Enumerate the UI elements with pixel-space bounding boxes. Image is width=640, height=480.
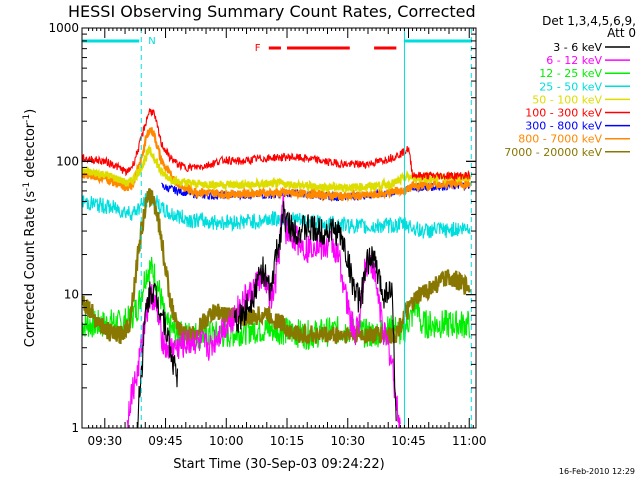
series-line-7-a — [82, 127, 471, 203]
x-tick-label: 09:45 — [148, 434, 183, 448]
y-tick-label: 10 — [64, 288, 79, 302]
legend-item: 50 - 100 keV — [532, 93, 630, 106]
plot-clip-group — [82, 108, 471, 428]
y-axis-label: Corrected Count Rate (s-1 detector-1) — [22, 109, 38, 347]
legend-item: 25 - 50 keV — [539, 80, 630, 93]
detectors-label: Det 1,3,4,5,6,9, — [542, 14, 636, 28]
legend-item: 800 - 7000 keV — [518, 133, 630, 146]
legend-item: 300 - 800 keV — [525, 120, 630, 133]
x-tick-label: 09:30 — [88, 434, 123, 448]
legend-label: 800 - 7000 keV — [518, 133, 602, 146]
y-tick-label: 100 — [56, 154, 79, 168]
flare-label: F — [255, 43, 261, 54]
legend-label: 100 - 300 keV — [525, 107, 602, 120]
x-tick-label: 10:45 — [391, 434, 426, 448]
legend-label: 6 - 12 keV — [546, 54, 602, 67]
y-tick-label: 1000 — [48, 21, 79, 35]
legend-label: 300 - 800 keV — [525, 120, 602, 133]
legend-item: 6 - 12 keV — [546, 54, 630, 67]
series-line-5-a — [82, 108, 471, 182]
attenuator-label: Att 0 — [607, 26, 636, 40]
legend-item: 7000 - 20000 keV — [504, 146, 630, 159]
chart-title: HESSI Observing Summary Count Rates, Cor… — [68, 2, 476, 21]
legend-item: 12 - 25 keV — [539, 67, 630, 80]
footer-date: 16-Feb-2010 12:29 — [559, 467, 635, 476]
y-tick-label: 1 — [71, 421, 79, 435]
night-label: N — [148, 36, 155, 47]
x-tick-label: 10:15 — [270, 434, 305, 448]
series-line-0-b — [233, 201, 397, 422]
legend-label: 25 - 50 keV — [539, 80, 602, 93]
legend-item: 3 - 6 keV — [553, 41, 630, 54]
legend-label: 7000 - 20000 keV — [504, 146, 602, 159]
x-tick-label: 10:00 — [209, 434, 244, 448]
series-line-3-a — [82, 190, 471, 239]
series-line-8-a — [82, 188, 471, 345]
series-line-4-a — [82, 144, 471, 195]
legend-label: 50 - 100 keV — [532, 93, 602, 106]
legend-label: 12 - 25 keV — [539, 67, 602, 80]
plot-area: NF — [82, 28, 472, 428]
x-tick-label: 10:30 — [330, 434, 365, 448]
legend-item: 100 - 300 keV — [525, 107, 630, 120]
x-axis-label: Start Time (30-Sep-03 09:24:22) — [173, 457, 384, 472]
series-line-0-a — [136, 281, 179, 428]
x-tick-label: 11:00 — [452, 434, 487, 448]
axes: 1 10 100 1000 09:30 09:45 10:00 10:15 10:30 10:45… — [48, 21, 486, 448]
legend-label: 3 - 6 keV — [553, 41, 602, 54]
